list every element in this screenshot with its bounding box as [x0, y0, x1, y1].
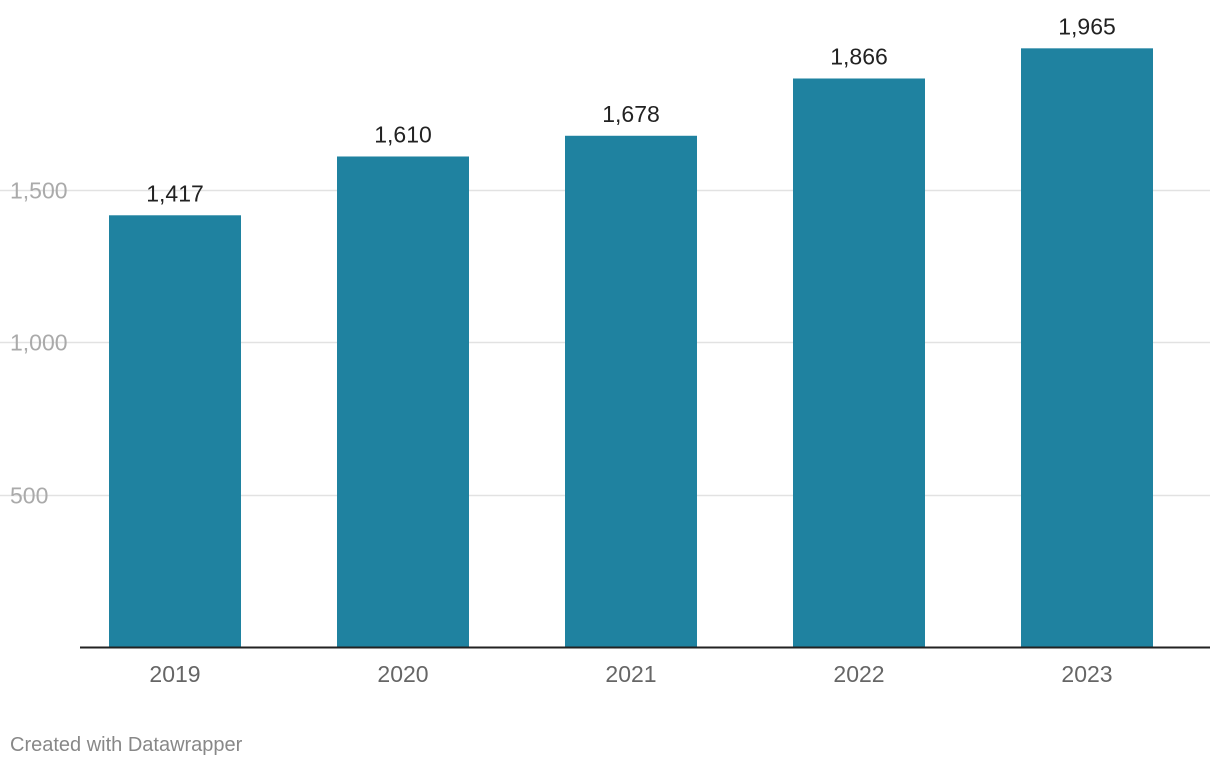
- value-label-2020: 1,610: [374, 121, 432, 147]
- value-label-2023: 1,965: [1058, 13, 1116, 39]
- datawrapper-credit: Created with Datawrapper: [10, 734, 243, 756]
- x-tick-label-2023: 2023: [1061, 661, 1112, 687]
- value-label-2019: 1,417: [146, 180, 204, 206]
- x-axis-category-labels: 2019 2020 2021 2022 2023: [149, 661, 1112, 687]
- value-label-2021: 1,678: [602, 101, 660, 127]
- x-tick-label-2022: 2022: [833, 661, 884, 687]
- y-tick-label: 1,500: [10, 178, 68, 204]
- y-tick-label: 1,000: [10, 330, 68, 356]
- x-tick-label-2019: 2019: [149, 661, 200, 687]
- x-tick-label-2021: 2021: [605, 661, 656, 687]
- y-tick-label: 500: [10, 483, 48, 509]
- bar-2019: [109, 215, 241, 647]
- bar-2021: [565, 135, 697, 647]
- value-label-2022: 1,866: [830, 43, 888, 69]
- y-axis-tick-labels: 500 1,000 1,500: [10, 178, 68, 509]
- bar-2023: [1021, 48, 1153, 647]
- bar-2022: [793, 78, 925, 647]
- x-tick-label-2020: 2020: [377, 661, 428, 687]
- bars: [109, 48, 1153, 647]
- value-labels: 1,417 1,610 1,678 1,866 1,965: [146, 13, 1116, 206]
- bar-2020: [337, 156, 469, 647]
